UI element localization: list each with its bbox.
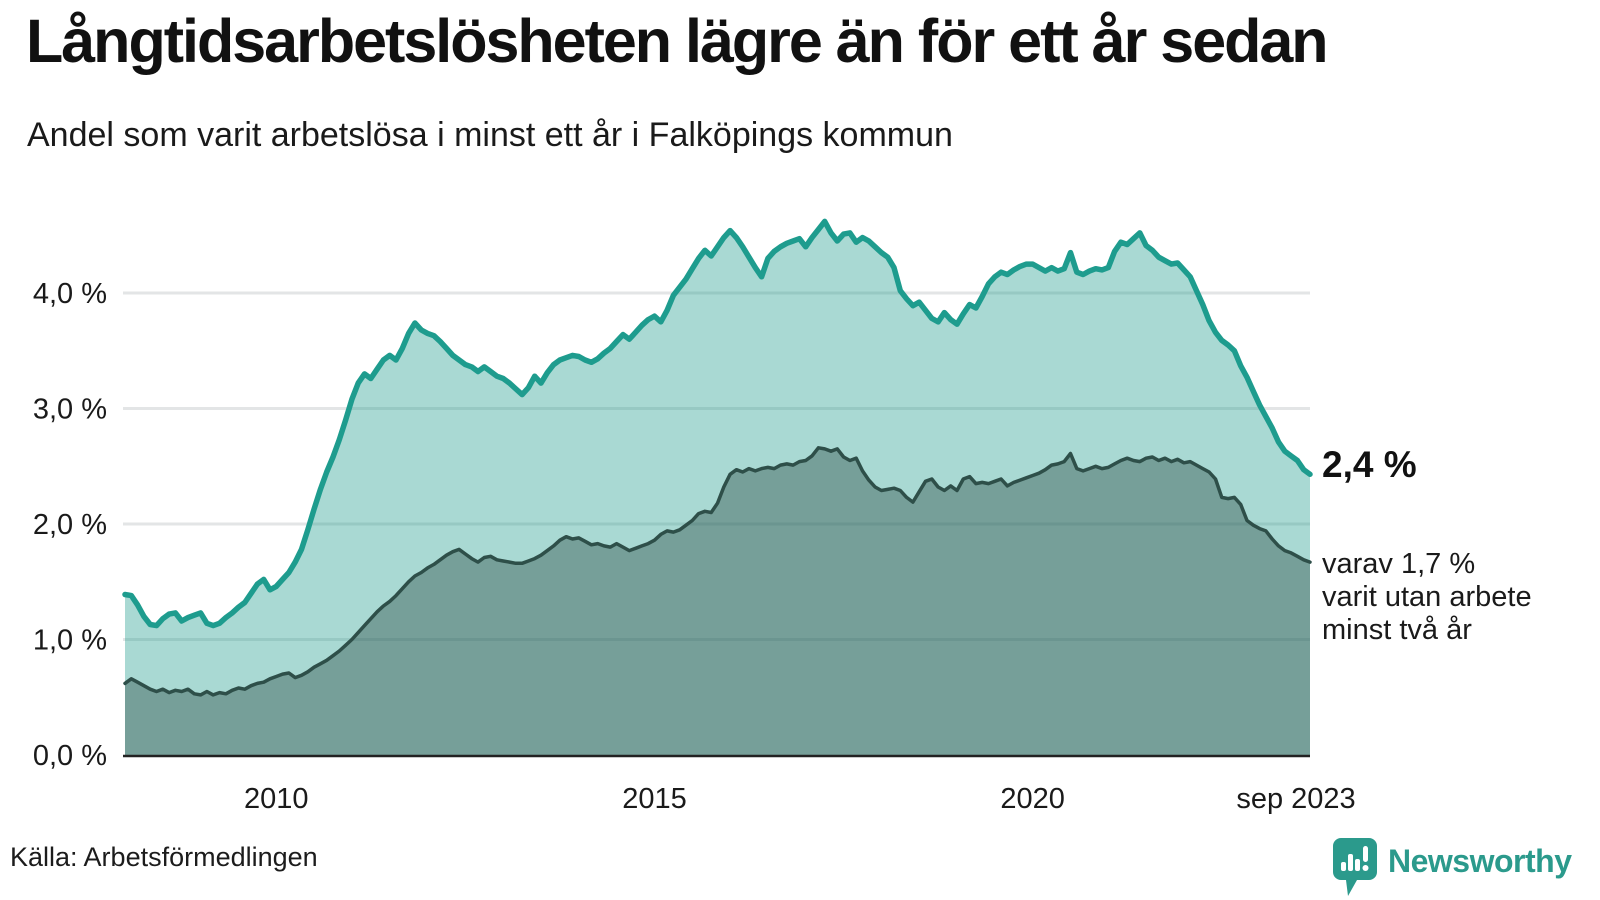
x-axis-tick-label: 2010 xyxy=(244,783,309,815)
series-area-total xyxy=(125,221,1310,755)
page-subtitle: Andel som varit arbetslösa i minst ett å… xyxy=(27,116,953,154)
newsworthy-wordmark: Newsworthy xyxy=(1388,843,1572,879)
newsworthy-logo: Newsworthy xyxy=(1332,836,1572,898)
y-axis-tick-label: 2,0 % xyxy=(33,509,107,541)
y-axis-tick-label: 3,0 % xyxy=(33,394,107,426)
series-line-total xyxy=(122,218,1313,629)
page-title: Långtidsarbetslösheten lägre än för ett … xyxy=(26,7,1329,75)
x-axis-tick-label: 2020 xyxy=(1000,783,1065,815)
subset-annotation: varav 1,7 % varit utan arbete minst två … xyxy=(1322,548,1532,647)
subset-annotation-line: minst två år xyxy=(1322,614,1472,646)
source-label: Källa: Arbetsförmedlingen xyxy=(10,842,318,872)
subset-annotation-line: varit utan arbete xyxy=(1322,581,1532,613)
x-axis-tick-label: sep 2023 xyxy=(1236,783,1355,815)
subset-annotation-line: varav 1,7 % xyxy=(1322,548,1476,580)
y-axis-tick-label: 0,0 % xyxy=(33,740,107,772)
y-axis-tick-label: 1,0 % xyxy=(33,625,107,657)
series-line-subset xyxy=(123,446,1312,697)
newsworthy-icon xyxy=(1333,838,1377,896)
x-axis-tick-label: 2015 xyxy=(622,783,687,815)
y-axis-tick-label: 4,0 % xyxy=(33,278,107,310)
series-area-subset xyxy=(125,447,1310,755)
latest-value-annotation: 2,4 % xyxy=(1322,444,1417,485)
